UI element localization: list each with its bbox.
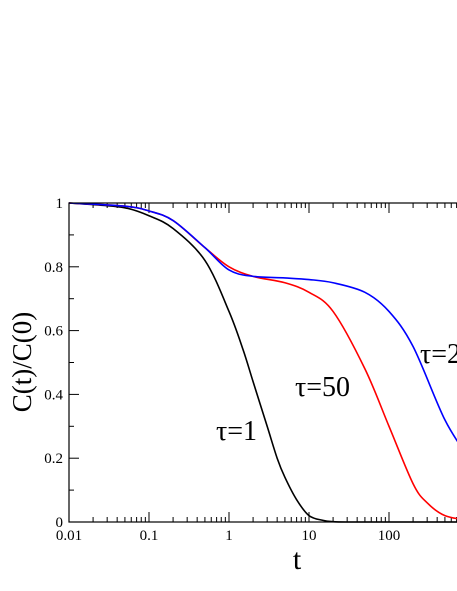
x-tick-label: 0.1 (140, 528, 159, 544)
label-tau-50: τ=50 (295, 372, 350, 403)
curve-1 (69, 202, 457, 523)
y-tick-label: 0.8 (44, 260, 63, 276)
curve-2 (69, 202, 457, 443)
y-tick-label: 0.6 (44, 324, 63, 340)
x-tick-label: 0.01 (56, 528, 82, 544)
plot-frame (68, 202, 457, 523)
x-tick-labels: 0.010.11101001 (56, 528, 401, 544)
x-tick-label: 10 (302, 528, 317, 544)
curves (69, 202, 457, 523)
label-tau-1: τ=1 (216, 416, 257, 447)
x-tick-label: 100 (378, 528, 401, 544)
label-tau-2: τ=2 (420, 339, 457, 370)
tick-marks (68, 202, 457, 523)
y-tick-labels: 0 0.2 0.4 0.6 0.8 1 (44, 196, 63, 531)
curve-50 (69, 202, 457, 520)
x-tick-label: 1 (225, 528, 233, 544)
y-tick-label: 1 (56, 196, 64, 212)
y-axis-title: C(t)/C(0) (7, 312, 37, 413)
y-tick-label: 0.4 (44, 387, 63, 403)
y-tick-label: 0 (56, 515, 64, 531)
y-tick-label: 0.2 (44, 451, 63, 467)
x-axis-title: t (293, 543, 302, 576)
